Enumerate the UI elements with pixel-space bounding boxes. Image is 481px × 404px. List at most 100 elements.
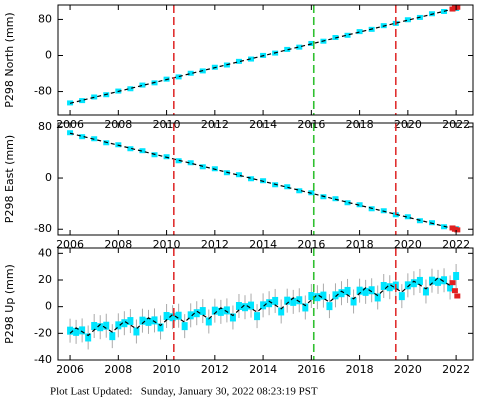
y-tick-label: -20 <box>34 326 52 339</box>
data-point <box>187 311 194 320</box>
data-point <box>320 291 327 300</box>
x-tick-label: 2018 <box>346 363 374 376</box>
data-point <box>284 184 291 190</box>
data-point <box>374 293 381 302</box>
x-tick-label: 2010 <box>153 363 181 376</box>
y-tick-label: -40 <box>34 353 52 366</box>
data-point <box>314 293 321 302</box>
data-point <box>121 319 128 328</box>
data-point <box>296 44 303 50</box>
data-point <box>193 309 200 318</box>
data-point <box>139 316 146 325</box>
y-tick-label: 0 <box>45 300 52 313</box>
data-point <box>248 56 255 62</box>
y-tick-label: 0 <box>45 171 52 184</box>
data-point <box>139 82 146 88</box>
data-point <box>127 317 134 326</box>
y-tick-label: 20 <box>38 273 52 286</box>
data-point <box>79 98 86 104</box>
data-point <box>151 316 158 325</box>
data-point <box>302 303 309 312</box>
y-axis-label: P298 East (mm) <box>3 135 16 223</box>
data-point <box>338 289 345 298</box>
x-tick-label: 2016 <box>297 363 325 376</box>
data-point <box>223 306 230 315</box>
data-point <box>260 301 267 310</box>
data-point <box>67 130 74 136</box>
data-point <box>79 326 86 335</box>
data-point <box>103 321 110 330</box>
data-point <box>380 282 387 290</box>
data-point <box>344 32 351 38</box>
data-point <box>344 200 351 206</box>
data-point <box>169 313 176 322</box>
y-axis-label: P298 Up (mm) <box>3 264 16 344</box>
data-point <box>441 276 448 285</box>
data-point <box>254 312 261 321</box>
data-point <box>217 307 224 316</box>
data-point <box>235 172 242 178</box>
data-point <box>248 301 255 310</box>
x-tick-label: 2022 <box>442 363 470 376</box>
data-point <box>115 321 122 330</box>
y-tick-label: -80 <box>34 85 52 98</box>
data-point <box>404 17 411 23</box>
data-point <box>91 322 98 330</box>
data-point <box>296 188 303 194</box>
data-point <box>368 286 375 295</box>
data-point <box>85 333 92 342</box>
data-point <box>175 311 182 320</box>
data-point <box>157 323 164 332</box>
data-point <box>175 74 182 80</box>
data-point <box>211 306 218 315</box>
data-point <box>350 297 357 306</box>
y-axis-label: P298 North (mm) <box>3 12 16 107</box>
data-point <box>386 283 393 292</box>
data-point <box>205 317 212 326</box>
x-tick-label: 2012 <box>201 363 229 376</box>
data-point <box>332 291 339 300</box>
data-point <box>362 287 369 296</box>
x-tick-label: 2014 <box>249 363 277 376</box>
data-point <box>290 297 297 306</box>
plot-frame <box>57 247 474 361</box>
data-point <box>133 327 140 336</box>
data-point <box>235 302 242 310</box>
data-point <box>447 283 454 292</box>
plot-frame <box>57 122 474 236</box>
y-tick-label: 80 <box>38 120 52 133</box>
data-point <box>416 276 423 285</box>
data-point <box>449 280 456 286</box>
data-point <box>67 326 74 335</box>
y-tick-label: 0 <box>45 48 52 61</box>
model-line <box>69 132 459 231</box>
data-point <box>79 134 86 140</box>
data-point <box>199 307 206 316</box>
model-line <box>69 7 459 104</box>
data-point <box>187 70 194 76</box>
data-point <box>356 202 363 208</box>
data-point <box>278 307 285 316</box>
data-point <box>97 323 104 332</box>
data-point <box>356 29 363 35</box>
x-tick-label: 2006 <box>56 363 84 376</box>
data-point <box>326 302 333 311</box>
data-point <box>356 286 363 295</box>
data-point <box>454 293 461 299</box>
model-line <box>69 277 457 337</box>
data-point <box>435 277 442 286</box>
data-point <box>248 176 255 182</box>
data-point <box>451 288 458 294</box>
data-point <box>266 299 273 308</box>
plot-frame <box>57 4 474 116</box>
data-point <box>296 296 303 305</box>
data-point <box>454 4 461 10</box>
data-point <box>181 322 188 331</box>
data-point <box>73 327 80 336</box>
data-point <box>453 272 460 280</box>
footer: Plot Last Updated: Sunday, January 30, 2… <box>50 386 318 398</box>
x-tick-label: 2020 <box>394 363 422 376</box>
data-point <box>284 46 291 52</box>
data-point <box>344 286 351 295</box>
